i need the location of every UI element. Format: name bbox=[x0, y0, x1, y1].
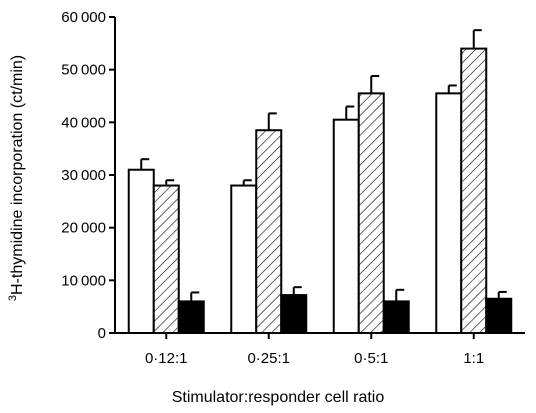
bar-hatched bbox=[255, 129, 283, 334]
bar-black bbox=[382, 300, 410, 334]
y-axis-title-superscript: 3 bbox=[7, 295, 19, 301]
y-tick-label: 10 000 bbox=[61, 272, 106, 289]
bar-hatched bbox=[357, 92, 385, 334]
bar-black bbox=[280, 294, 308, 334]
y-tick-label: 0 bbox=[98, 325, 106, 342]
bar-white bbox=[127, 168, 155, 334]
bar-black bbox=[177, 300, 205, 334]
x-axis-title: Stimulator:responder cell ratio bbox=[172, 389, 385, 406]
y-axis-title: 3H-thymidine incorporation (ct/min) bbox=[7, 55, 26, 301]
plot-area: 0 10 000 20 000 30 000 40 000 50 000 60 000 0·1… bbox=[61, 9, 525, 367]
bar-white bbox=[435, 92, 463, 334]
y-tick-label: 50 000 bbox=[61, 62, 106, 79]
x-tick-label: 0·12:1 bbox=[145, 350, 188, 367]
y-tick-label: 30 000 bbox=[61, 167, 106, 184]
x-tick-label: 0·5:1 bbox=[354, 350, 388, 367]
bar-hatched bbox=[152, 184, 180, 334]
bar-white bbox=[332, 118, 360, 334]
x-tick-label: 1:1 bbox=[463, 350, 484, 367]
y-tick-label: 40 000 bbox=[61, 114, 106, 131]
y-tick-label: 20 000 bbox=[61, 220, 106, 237]
y-tick-label: 60 000 bbox=[61, 9, 106, 26]
x-tick-label: 0·25:1 bbox=[247, 350, 290, 367]
bar-black bbox=[485, 297, 513, 334]
bar-white bbox=[230, 184, 258, 334]
bar-hatched bbox=[460, 47, 488, 334]
y-axis-title-main: H-thymidine incorporation (ct/min) bbox=[9, 55, 26, 295]
